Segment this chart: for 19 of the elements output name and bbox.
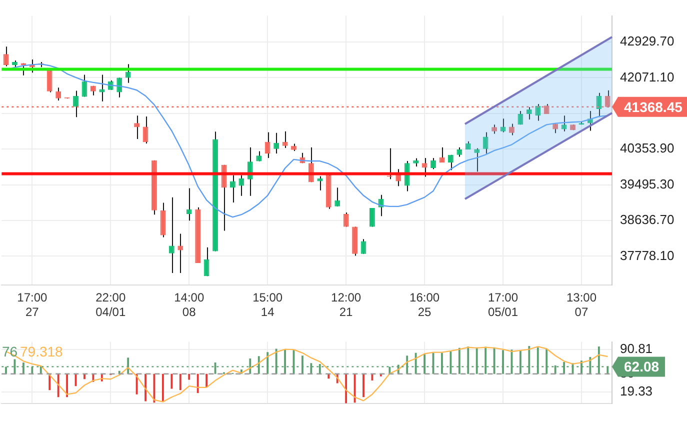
y-tick-label: 42929.70 [620,34,674,49]
x-tick-label: 17:00 05/01 [488,290,518,320]
x-tick-label: 17:00 27 [17,290,48,320]
annotation: 79.318 [20,344,64,360]
y-tick-label: 39495.30 [620,176,674,192]
x-tick-label: 14:00 08 [174,290,204,320]
y-tick-label: 19.33 [620,384,653,399]
x-tick-label: 22:00 04/01 [96,290,126,320]
x-tick-label: 13:00 07 [566,290,597,320]
y-tick-label: 90.81 [620,341,653,356]
x-tick-label: 15:00 14 [252,290,283,320]
x-tick-label: 16:00 25 [410,290,440,320]
y-tick-label: 38636.70 [620,212,674,228]
y-tick-label: 37778.10 [620,248,674,263]
x-tick-label: 12:00 21 [331,290,362,320]
ref-line-label: 41368.45 [624,98,683,115]
y-tick-label: 42071.10 [620,69,674,84]
ref-line-label: 62.08 [624,358,660,375]
y-tick-label: 40353.90 [620,140,674,156]
